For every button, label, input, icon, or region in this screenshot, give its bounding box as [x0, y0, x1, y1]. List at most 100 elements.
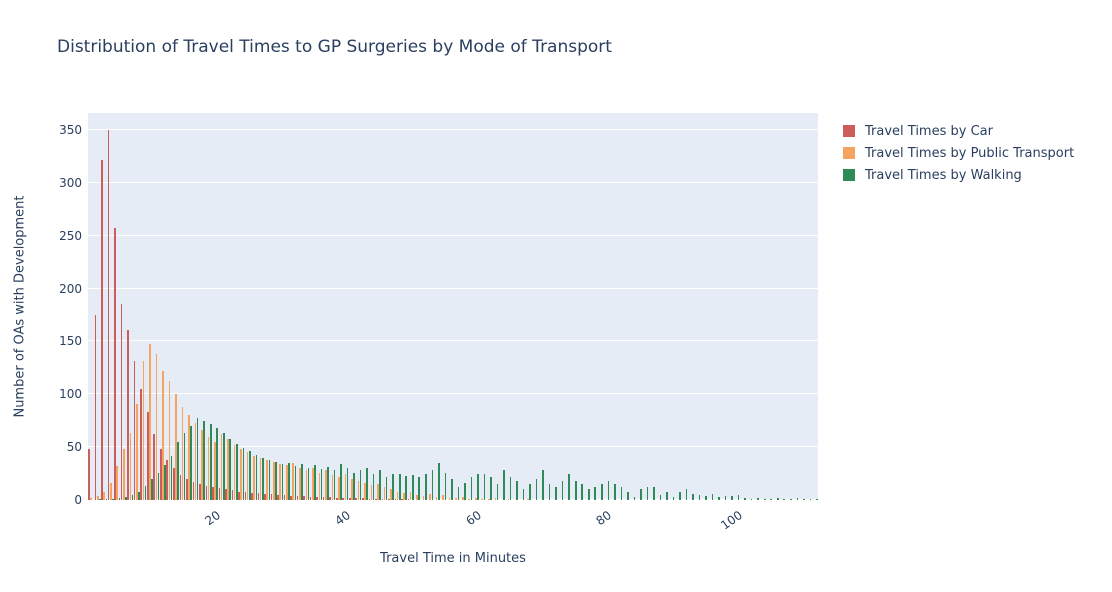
histogram-bar[interactable]	[340, 464, 342, 500]
histogram-bar[interactable]	[692, 493, 694, 500]
histogram-bar[interactable]	[153, 434, 156, 500]
histogram-bar[interactable]	[103, 491, 106, 500]
histogram-bar[interactable]	[107, 129, 110, 500]
histogram-bar[interactable]	[672, 496, 675, 500]
histogram-bar[interactable]	[235, 443, 238, 500]
histogram-bar[interactable]	[516, 480, 518, 500]
histogram-bar[interactable]	[353, 472, 355, 500]
histogram-bar[interactable]	[527, 498, 529, 500]
histogram-bar[interactable]	[240, 449, 242, 500]
histogram-bar[interactable]	[790, 498, 792, 500]
histogram-bar[interactable]	[379, 470, 381, 500]
histogram-bar[interactable]	[155, 354, 158, 500]
histogram-bar[interactable]	[123, 449, 125, 500]
histogram-bar[interactable]	[653, 487, 655, 500]
histogram-bar[interactable]	[383, 487, 386, 500]
histogram-bar[interactable]	[627, 491, 629, 500]
histogram-bar[interactable]	[212, 487, 214, 500]
histogram-bar[interactable]	[222, 433, 225, 500]
histogram-bar[interactable]	[322, 496, 325, 500]
histogram-bar[interactable]	[522, 489, 525, 500]
histogram-bar[interactable]	[357, 480, 360, 500]
histogram-bar[interactable]	[435, 496, 438, 500]
histogram-bar[interactable]	[796, 497, 799, 500]
histogram-bar[interactable]	[724, 495, 727, 500]
histogram-bar[interactable]	[750, 498, 753, 500]
histogram-bar[interactable]	[348, 497, 351, 500]
histogram-bar[interactable]	[581, 484, 584, 500]
histogram-bar[interactable]	[262, 457, 264, 500]
histogram-bar[interactable]	[490, 476, 492, 500]
histogram-bar[interactable]	[429, 493, 431, 500]
histogram-bar[interactable]	[776, 497, 779, 500]
histogram-bar[interactable]	[114, 228, 116, 500]
histogram-bar[interactable]	[238, 491, 240, 500]
histogram-bar[interactable]	[666, 491, 668, 500]
histogram-bar[interactable]	[816, 498, 818, 500]
histogram-bar[interactable]	[509, 476, 512, 500]
histogram-bar[interactable]	[394, 498, 397, 500]
histogram-bar[interactable]	[614, 484, 616, 500]
histogram-bar[interactable]	[275, 461, 277, 500]
histogram-bar[interactable]	[318, 472, 321, 500]
histogram-bar[interactable]	[488, 498, 490, 500]
histogram-bar[interactable]	[685, 489, 688, 500]
histogram-bar[interactable]	[646, 487, 649, 500]
histogram-bar[interactable]	[329, 496, 331, 500]
histogram-bar[interactable]	[757, 497, 759, 500]
histogram-bar[interactable]	[120, 304, 123, 500]
histogram-bar[interactable]	[266, 459, 268, 500]
histogram-bar[interactable]	[705, 495, 707, 500]
histogram-bar[interactable]	[392, 473, 394, 500]
histogram-bar[interactable]	[227, 438, 229, 500]
histogram-bar[interactable]	[294, 466, 297, 500]
histogram-bar[interactable]	[179, 474, 182, 500]
histogram-bar[interactable]	[183, 433, 186, 500]
histogram-bar[interactable]	[172, 468, 175, 500]
histogram-bar[interactable]	[94, 314, 97, 500]
histogram-bar[interactable]	[477, 473, 479, 500]
histogram-bar[interactable]	[285, 465, 288, 500]
histogram-bar[interactable]	[744, 497, 746, 500]
histogram-bar[interactable]	[201, 430, 203, 500]
histogram-bar[interactable]	[351, 478, 353, 500]
histogram-bar[interactable]	[390, 489, 392, 500]
histogram-bar[interactable]	[277, 494, 279, 500]
legend-item[interactable]: Travel Times by Car	[843, 120, 1074, 142]
histogram-bar[interactable]	[305, 470, 308, 500]
histogram-bar[interactable]	[314, 465, 316, 500]
histogram-bar[interactable]	[292, 463, 295, 500]
histogram-bar[interactable]	[368, 498, 371, 500]
histogram-bar[interactable]	[633, 496, 636, 500]
histogram-bar[interactable]	[594, 487, 597, 500]
histogram-bar[interactable]	[607, 480, 610, 500]
histogram-bar[interactable]	[325, 470, 327, 500]
histogram-bar[interactable]	[503, 470, 505, 500]
histogram-bar[interactable]	[164, 465, 166, 500]
histogram-bar[interactable]	[320, 469, 323, 500]
histogram-bar[interactable]	[364, 483, 366, 500]
histogram-bar[interactable]	[355, 497, 358, 500]
histogram-bar[interactable]	[587, 489, 590, 500]
histogram-bar[interactable]	[407, 498, 410, 500]
histogram-bar[interactable]	[218, 488, 221, 500]
histogram-bar[interactable]	[620, 487, 623, 500]
histogram-bar[interactable]	[783, 498, 786, 500]
histogram-bar[interactable]	[542, 470, 544, 500]
histogram-bar[interactable]	[366, 468, 368, 500]
histogram-bar[interactable]	[298, 468, 301, 500]
histogram-bar[interactable]	[249, 451, 251, 500]
histogram-bar[interactable]	[370, 485, 373, 500]
histogram-bar[interactable]	[229, 438, 232, 500]
histogram-bar[interactable]	[388, 498, 390, 500]
histogram-bar[interactable]	[335, 497, 338, 500]
histogram-bar[interactable]	[401, 498, 403, 500]
histogram-bar[interactable]	[803, 498, 805, 500]
histogram-bar[interactable]	[105, 498, 108, 500]
histogram-bar[interactable]	[377, 484, 379, 500]
histogram-bar[interactable]	[481, 498, 484, 500]
histogram-bar[interactable]	[196, 417, 199, 500]
histogram-bar[interactable]	[403, 492, 405, 500]
histogram-bar[interactable]	[468, 498, 471, 500]
histogram-bar[interactable]	[451, 478, 453, 500]
